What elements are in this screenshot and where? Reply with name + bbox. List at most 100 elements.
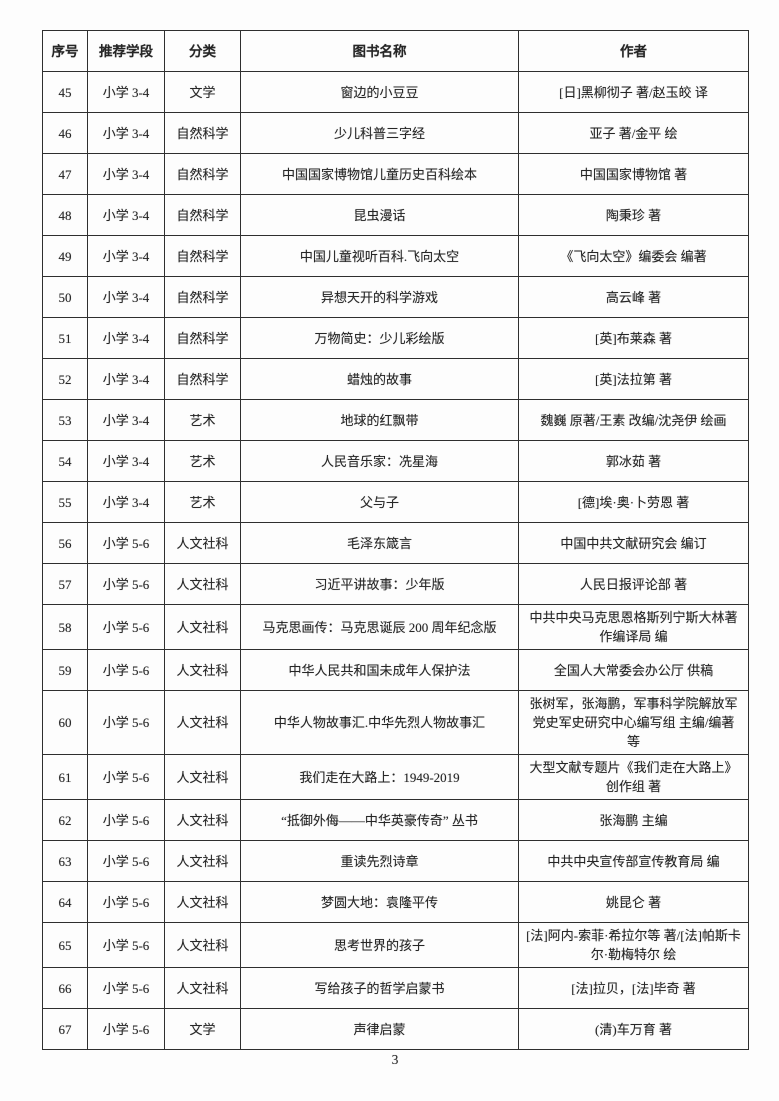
cell-author: 大型文献专题片《我们走在大路上》创作组 著 [518, 754, 749, 800]
cell-index: 63 [42, 840, 88, 882]
cell-index: 53 [42, 399, 88, 441]
cell-index: 51 [42, 317, 88, 359]
cell-index: 60 [42, 690, 88, 755]
cell-category: 艺术 [164, 399, 241, 441]
cell-index: 64 [42, 881, 88, 923]
cell-title: 人民音乐家：冼星海 [240, 440, 519, 482]
cell-category: 人文社科 [164, 649, 241, 691]
table-row: 54 小学 3-4 艺术 人民音乐家：冼星海 郭冰茹 著 [42, 440, 749, 482]
table-row: 56 小学 5-6 人文社科 毛泽东箴言 中国中共文献研究会 编订 [42, 522, 749, 564]
cell-grade: 小学 5-6 [87, 922, 165, 968]
cell-index: 58 [42, 604, 88, 650]
cell-grade: 小学 3-4 [87, 276, 165, 318]
cell-grade: 小学 5-6 [87, 649, 165, 691]
cell-grade: 小学 5-6 [87, 881, 165, 923]
cell-grade: 小学 3-4 [87, 440, 165, 482]
table-header: 序号 推荐学段 分类 图书名称 作者 [42, 30, 749, 72]
cell-grade: 小学 3-4 [87, 194, 165, 236]
cell-category: 人文社科 [164, 563, 241, 605]
table-row: 59 小学 5-6 人文社科 中华人民共和国未成年人保护法 全国人大常委会办公厅… [42, 649, 749, 691]
cell-category: 文学 [164, 1008, 241, 1050]
table-header-row: 序号 推荐学段 分类 图书名称 作者 [42, 30, 749, 72]
cell-index: 54 [42, 440, 88, 482]
cell-author: [英]法拉第 著 [518, 358, 749, 400]
cell-title: 中华人民共和国未成年人保护法 [240, 649, 519, 691]
table-row: 49 小学 3-4 自然科学 中国儿童视听百科.飞向太空 《飞向太空》编委会 编… [42, 235, 749, 277]
cell-author: 中国中共文献研究会 编订 [518, 522, 749, 564]
cell-index: 59 [42, 649, 88, 691]
cell-category: 人文社科 [164, 922, 241, 968]
cell-author: (清)车万育 著 [518, 1008, 749, 1050]
cell-title: 万物简史：少儿彩绘版 [240, 317, 519, 359]
cell-author: 《飞向太空》编委会 编著 [518, 235, 749, 277]
cell-category: 自然科学 [164, 235, 241, 277]
cell-index: 57 [42, 563, 88, 605]
column-header-author: 作者 [518, 30, 749, 72]
column-header-index: 序号 [42, 30, 88, 72]
table-row: 65 小学 5-6 人文社科 思考世界的孩子 [法]阿内-索菲·希拉尔等 著/[… [42, 922, 749, 968]
cell-category: 自然科学 [164, 276, 241, 318]
cell-grade: 小学 3-4 [87, 317, 165, 359]
table-row: 55 小学 3-4 艺术 父与子 [德]埃·奥·卜劳恩 著 [42, 481, 749, 523]
cell-author: 张树军，张海鹏，军事科学院解放军党史军史研究中心编写组 主编/编著 等 [518, 690, 749, 755]
cell-index: 65 [42, 922, 88, 968]
table-row: 51 小学 3-4 自然科学 万物简史：少儿彩绘版 [英]布莱森 著 [42, 317, 749, 359]
cell-title: 窗边的小豆豆 [240, 71, 519, 113]
cell-title: 马克思画传：马克思诞辰 200 周年纪念版 [240, 604, 519, 650]
cell-author: [日]黑柳彻子 著/赵玉皎 译 [518, 71, 749, 113]
column-header-grade: 推荐学段 [87, 30, 165, 72]
cell-grade: 小学 3-4 [87, 153, 165, 195]
cell-author: 陶秉珍 著 [518, 194, 749, 236]
table-row: 47 小学 3-4 自然科学 中国国家博物馆儿童历史百科绘本 中国国家博物馆 著 [42, 153, 749, 195]
cell-title: 写给孩子的哲学启蒙书 [240, 967, 519, 1009]
table-row: 63 小学 5-6 人文社科 重读先烈诗章 中共中央宣传部宣传教育局 编 [42, 840, 749, 882]
cell-author: 姚昆仑 著 [518, 881, 749, 923]
cell-grade: 小学 5-6 [87, 967, 165, 1009]
table-row: 57 小学 5-6 人文社科 习近平讲故事：少年版 人民日报评论部 著 [42, 563, 749, 605]
cell-title: 中华人物故事汇.中华先烈人物故事汇 [240, 690, 519, 755]
cell-index: 46 [42, 112, 88, 154]
table-row: 58 小学 5-6 人文社科 马克思画传：马克思诞辰 200 周年纪念版 中共中… [42, 604, 749, 650]
cell-index: 48 [42, 194, 88, 236]
cell-category: 人文社科 [164, 522, 241, 564]
cell-category: 人文社科 [164, 690, 241, 755]
cell-title: 少儿科普三字经 [240, 112, 519, 154]
cell-category: 人文社科 [164, 967, 241, 1009]
cell-title: 声律启蒙 [240, 1008, 519, 1050]
cell-author: [法]拉贝，[法]毕奇 著 [518, 967, 749, 1009]
cell-author: 中共中央宣传部宣传教育局 编 [518, 840, 749, 882]
cell-author: 中国国家博物馆 著 [518, 153, 749, 195]
column-header-category: 分类 [164, 30, 241, 72]
cell-author: 张海鹏 主编 [518, 799, 749, 841]
cell-grade: 小学 5-6 [87, 799, 165, 841]
cell-grade: 小学 3-4 [87, 235, 165, 277]
cell-index: 45 [42, 71, 88, 113]
cell-index: 61 [42, 754, 88, 800]
cell-category: 艺术 [164, 481, 241, 523]
cell-category: 自然科学 [164, 317, 241, 359]
cell-index: 56 [42, 522, 88, 564]
cell-grade: 小学 5-6 [87, 1008, 165, 1050]
table-row: 45 小学 3-4 文学 窗边的小豆豆 [日]黑柳彻子 著/赵玉皎 译 [42, 71, 749, 113]
cell-index: 49 [42, 235, 88, 277]
cell-category: 人文社科 [164, 799, 241, 841]
cell-author: [法]阿内-索菲·希拉尔等 著/[法]帕斯卡尔·勒梅特尔 绘 [518, 922, 749, 968]
table-row: 53 小学 3-4 艺术 地球的红飘带 魏巍 原著/王素 改编/沈尧伊 绘画 [42, 399, 749, 441]
cell-title: “抵御外侮——中华英豪传奇” 丛书 [240, 799, 519, 841]
table-row: 46 小学 3-4 自然科学 少儿科普三字经 亚子 著/金平 绘 [42, 112, 749, 154]
cell-category: 自然科学 [164, 358, 241, 400]
cell-category: 人文社科 [164, 881, 241, 923]
cell-title: 地球的红飘带 [240, 399, 519, 441]
cell-grade: 小学 3-4 [87, 399, 165, 441]
cell-title: 重读先烈诗章 [240, 840, 519, 882]
table-row: 64 小学 5-6 人文社科 梦圆大地：袁隆平传 姚昆仑 著 [42, 881, 749, 923]
cell-author: 中共中央马克思恩格斯列宁斯大林著作编译局 编 [518, 604, 749, 650]
cell-grade: 小学 5-6 [87, 604, 165, 650]
cell-category: 艺术 [164, 440, 241, 482]
cell-grade: 小学 5-6 [87, 690, 165, 755]
cell-grade: 小学 3-4 [87, 71, 165, 113]
cell-grade: 小学 3-4 [87, 358, 165, 400]
cell-title: 梦圆大地：袁隆平传 [240, 881, 519, 923]
cell-title: 中国国家博物馆儿童历史百科绘本 [240, 153, 519, 195]
